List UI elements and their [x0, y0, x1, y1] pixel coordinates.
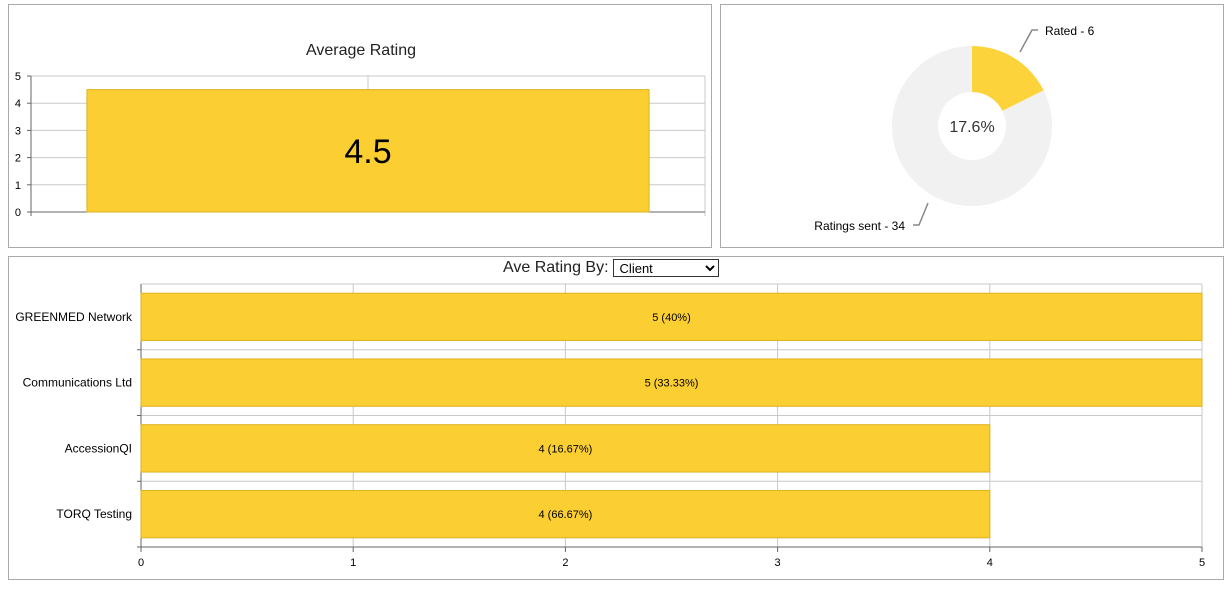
y-tick-label: 0 [15, 207, 21, 219]
donut-slice [892, 46, 1052, 206]
donut-leader-line [1019, 29, 1038, 53]
ave-rating-by-control: Ave Rating By: Client [503, 259, 719, 277]
ratings-donut-panel: 17.6% Rated - 6 Ratings sent - 34 [720, 4, 1224, 248]
category-label: TORQ Testing [56, 507, 132, 521]
ratings-donut-chart: 17.6% Rated - 6 Ratings sent - 34 [814, 24, 1095, 233]
bar [140, 292, 1203, 342]
donut-slice-label: Rated - 6 [1045, 24, 1095, 38]
donut-leader-line [913, 202, 929, 226]
bar-value-label: 4.5 [344, 133, 391, 171]
ave-rating-by-client-chart: 0 1 2 3 4 5 5 (40%) GREENMED Network 5 (33.33%) C… [15, 283, 1205, 569]
ave-rating-by-label: Ave Rating By: [503, 259, 609, 276]
bar-value-label: 4 (66.67%) [538, 509, 592, 521]
bar [140, 358, 1203, 407]
y-tick-label: 2 [15, 153, 21, 165]
x-tick-label: 1 [350, 557, 356, 569]
donut-center-label: 17.6% [949, 119, 994, 136]
bar [140, 424, 991, 473]
bar-value-label: 5 (40%) [652, 312, 691, 324]
x-tick-label: 0 [138, 557, 144, 569]
y-tick-label: 5 [15, 71, 21, 83]
category-label: Communications Ltd [23, 376, 132, 390]
x-tick-label: 2 [562, 557, 568, 569]
average-rating-chart: Average Rating 0 1 2 3 4 5 4.5 [15, 42, 706, 219]
donut-slice [972, 46, 1044, 111]
x-tick-label: 3 [775, 557, 781, 569]
bar-value-label: 5 (33.33%) [645, 378, 699, 390]
category-label: GREENMED Network [15, 310, 133, 324]
y-tick-label: 3 [15, 125, 21, 137]
bar [140, 489, 991, 539]
chart-title: Average Rating [306, 42, 416, 59]
ave-rating-by-panel: 0 1 2 3 4 5 5 (40%) GREENMED Network 5 (33.33%) C… [8, 256, 1224, 580]
bar [86, 89, 650, 213]
y-tick-label: 1 [15, 180, 21, 192]
x-tick-label: 5 [1199, 557, 1205, 569]
group-by-select[interactable]: Client [612, 259, 719, 277]
x-tick-label: 4 [987, 557, 993, 569]
bar-value-label: 4 (16.67%) [538, 443, 592, 455]
category-label: AccessionQI [65, 441, 132, 455]
average-rating-panel: Average Rating 0 1 2 3 4 5 4.5 [8, 4, 712, 248]
donut-slice-label: Ratings sent - 34 [814, 219, 905, 233]
y-tick-label: 4 [15, 98, 21, 110]
